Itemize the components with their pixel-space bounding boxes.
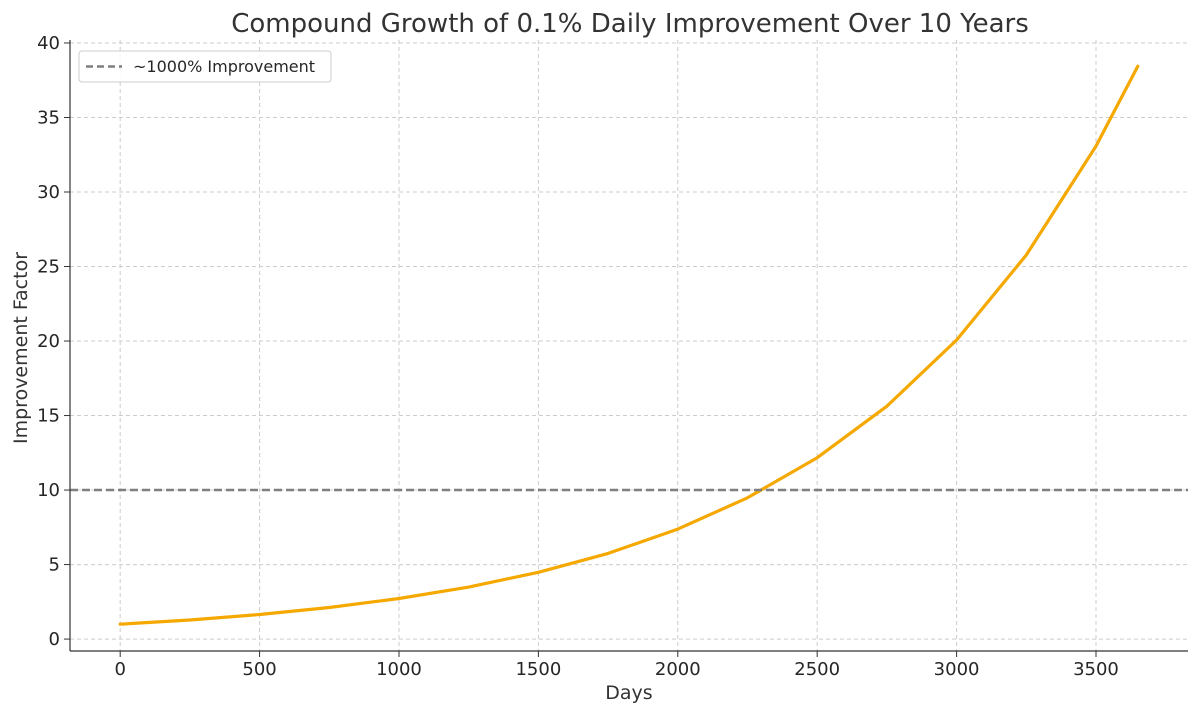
tick-labels: 0 500 1000 1500 2000 2500 3000 3500 0 5 10 15 20 25 30… [37,33,1119,680]
y-tick-label: 35 [37,107,60,128]
y-tick-label: 0 [49,629,60,650]
y-tick-label: 30 [37,182,60,203]
axes [64,40,1188,657]
x-tick-label: 1000 [376,659,422,680]
y-tick-label: 25 [37,257,60,278]
y-tick-label: 10 [37,480,60,501]
x-tick-label: 2500 [794,659,840,680]
y-tick-label: 15 [37,406,60,427]
y-tick-label: 20 [37,331,60,352]
series-layer [70,64,1188,626]
x-tick-label: 1500 [515,659,561,680]
legend-entry-label: ~1000% Improvement [133,57,315,76]
x-tick-label: 3500 [1073,659,1119,680]
y-tick-label: 5 [49,555,60,576]
legend-frame [78,50,332,83]
legend: ~1000% Improvement [78,50,332,83]
x-axis-label: Days [605,682,652,704]
y-tick-label: 40 [37,33,60,54]
x-tick-label: 0 [114,659,125,680]
grid [70,40,1188,651]
x-tick-label: 2000 [655,659,701,680]
chart-title: Compound Growth of 0.1% Daily Improvemen… [231,9,1029,39]
y-axis-label: Improvement Factor [10,252,32,444]
x-tick-label: 500 [242,659,276,680]
x-tick-label: 3000 [934,659,980,680]
growth-curve-line [118,64,1140,626]
